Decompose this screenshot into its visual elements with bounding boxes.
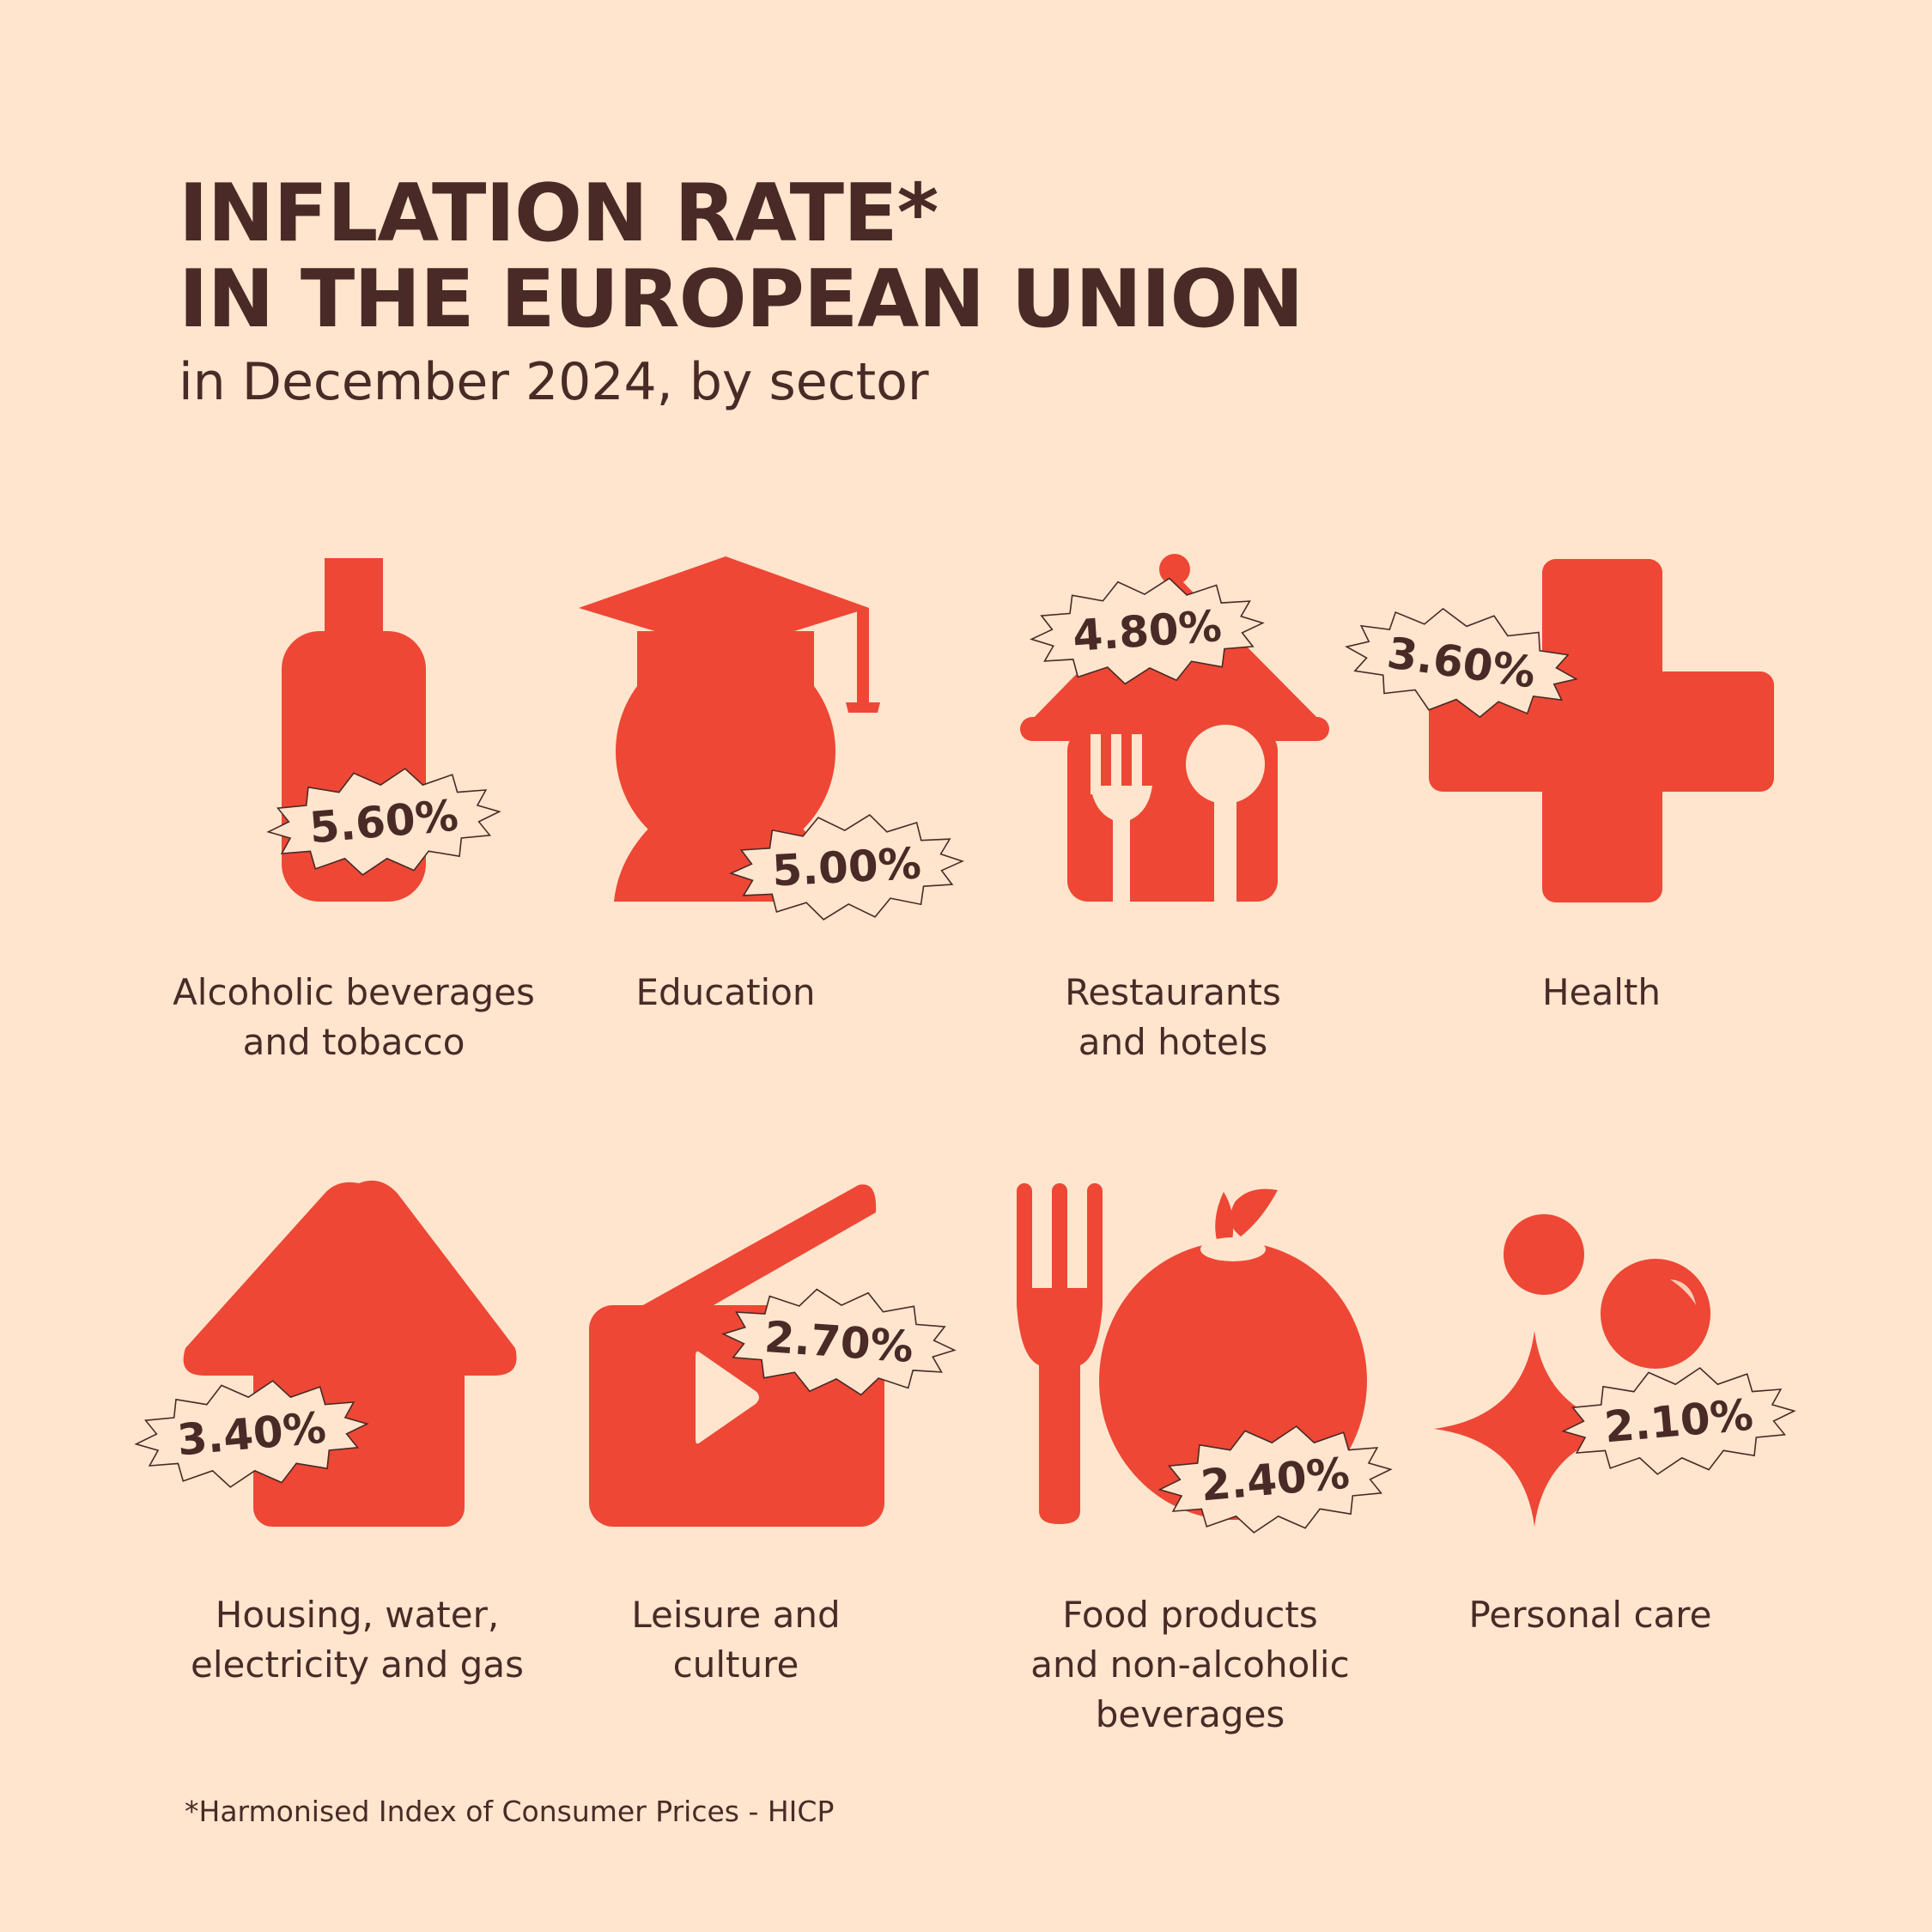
chart-title-line-2: IN THE EUROPEAN UNION	[179, 252, 1303, 345]
category-label-line: and tobacco	[243, 1021, 465, 1063]
badge-starburst	[266, 768, 501, 876]
category-label-line: Alcoholic beverages	[173, 971, 535, 1013]
category-label-line: and non-alcoholic	[1030, 1643, 1349, 1686]
category-label-line: Restaurants	[1065, 971, 1281, 1013]
category-label-line: Health	[1542, 971, 1661, 1013]
category-label: Education	[635, 971, 815, 1013]
category-label: Health	[1542, 971, 1661, 1013]
category-label: Alcoholic beverages and tobacco	[173, 971, 535, 1063]
value-badge: 2.10%	[1561, 1367, 1796, 1475]
category-label-line: electricity and gas	[191, 1643, 524, 1686]
category-label: Personal care	[1469, 1594, 1712, 1636]
category-label-line: beverages	[1096, 1693, 1285, 1735]
badge-starburst	[1561, 1367, 1796, 1475]
value-badge: 3.40%	[134, 1380, 369, 1488]
value-badge: 4.80%	[1030, 577, 1265, 685]
category-label: Housing, water, electricity and gas	[191, 1594, 524, 1686]
sector-labels: Alcoholic beverages and tobacco Education R…	[173, 971, 1711, 1735]
footnote: *Harmonised Index of Consumer Prices - H…	[185, 1795, 835, 1828]
badge-starburst	[1030, 577, 1265, 685]
value-badge: 5.00%	[728, 813, 965, 921]
category-label-line: Personal care	[1469, 1594, 1712, 1636]
value-badge: 5.60%	[266, 768, 501, 876]
category-label: Restaurants and hotels	[1065, 971, 1281, 1063]
restaurant-house-icon	[1020, 554, 1329, 902]
badge-starburst	[134, 1380, 369, 1488]
badge-starburst	[1345, 607, 1578, 719]
badge-starburst	[1157, 1425, 1393, 1534]
category-label-line: and hotels	[1078, 1021, 1268, 1063]
category-label-line: culture	[673, 1643, 799, 1686]
value-badge: 3.60%	[1345, 607, 1578, 719]
category-label: Food products and non-alcoholic beverages	[1030, 1594, 1349, 1735]
sparkle-bubbles-icon	[1434, 1214, 1710, 1527]
graduate-icon	[579, 556, 880, 902]
value-label: 4.80%	[1071, 601, 1223, 661]
value-label: 5.00%	[771, 839, 922, 896]
chart-title-line-1: INFLATION RATE*	[179, 167, 939, 259]
value-label: 2.70%	[762, 1312, 914, 1372]
badge-starburst	[721, 1288, 957, 1396]
category-label-line: Education	[635, 971, 815, 1013]
chart-subtitle: in December 2024, by sector	[179, 352, 929, 412]
value-badge: 2.40%	[1157, 1425, 1393, 1534]
medical-cross-icon	[1429, 559, 1774, 902]
category-label-line: Leisure and	[631, 1594, 840, 1636]
chart-title: INFLATION RATE* IN THE EUROPEAN UNION	[179, 170, 1303, 342]
badge-starburst	[728, 813, 965, 921]
value-badges: 5.60% 5.00% 4.80% 3.60% 3.40% 2.70% 2.40% 2.10%	[134, 577, 1796, 1534]
category-label-line: Housing, water,	[216, 1594, 499, 1636]
category-label: Leisure and culture	[631, 1594, 840, 1686]
category-label-line: Food products	[1062, 1594, 1318, 1636]
value-badge: 2.70%	[721, 1288, 957, 1396]
